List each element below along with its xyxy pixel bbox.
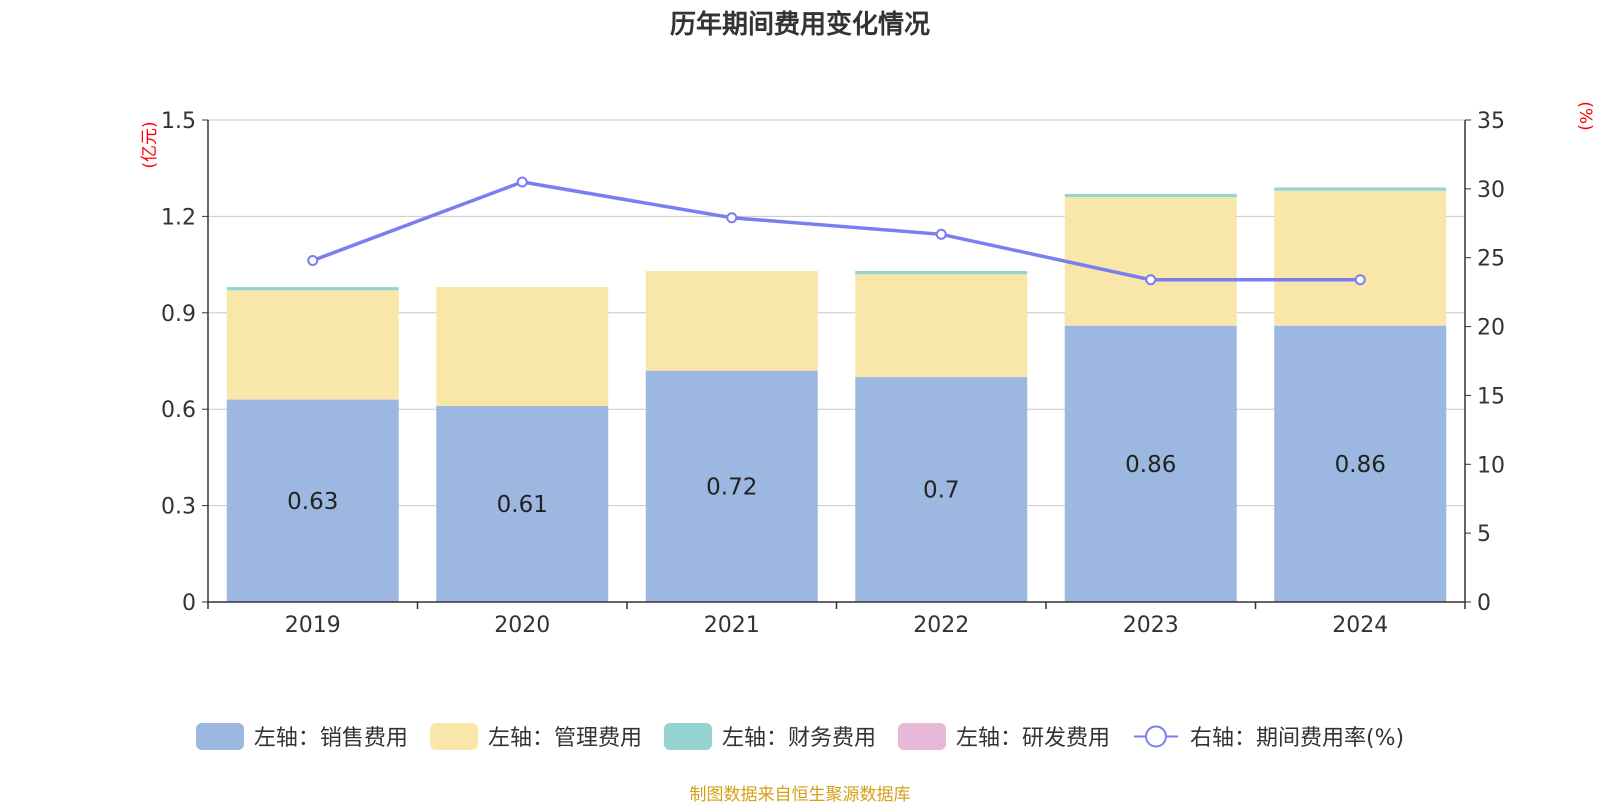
right-axis-tick-label: 15 <box>1477 384 1505 409</box>
bar-segment <box>1064 197 1237 326</box>
x-axis-tick-label: 2020 <box>494 613 550 638</box>
expense-rate-point <box>1354 274 1366 286</box>
legend-label-expense-rate: 右轴：期间费用率(%) <box>1189 726 1405 751</box>
expense-rate-line <box>312 180 1361 282</box>
chart-legend: 左轴：销售费用 左轴：管理费用 左轴：财务费用 左轴：研发费用 右轴：期间费用率… <box>0 720 1600 752</box>
bar-segment <box>855 271 1028 275</box>
legend-label-admin: 左轴：管理费用 <box>487 726 642 751</box>
bar-segment <box>855 274 1028 378</box>
legend-item-admin[interactable]: 左轴：管理费用 <box>429 720 642 752</box>
legend-swatch-rd <box>897 722 946 750</box>
expense-rate-point <box>1145 274 1157 286</box>
right-axis-tick-label: 5 <box>1477 522 1491 547</box>
expense-rate-point <box>935 228 947 240</box>
expense-rate-point <box>307 254 319 266</box>
right-axis-tick-label: 30 <box>1477 178 1505 203</box>
bar-data-label: 0.72 <box>706 474 757 500</box>
legend-swatch-admin <box>429 722 478 750</box>
bar-segment <box>226 290 399 400</box>
legend-swatch-finance <box>663 722 712 750</box>
right-axis-tick-label: 0 <box>1477 591 1491 616</box>
x-axis-tick-label: 2023 <box>1123 613 1179 638</box>
bar-segment <box>436 287 609 406</box>
bar-data-label: 0.7 <box>923 478 960 504</box>
left-axis-unit-label: (亿元) <box>140 121 160 168</box>
left-axis-tick-label: 1.5 <box>161 109 196 134</box>
bar-data-label: 0.86 <box>1335 452 1386 478</box>
bar-data-label: 0.63 <box>287 489 338 515</box>
bar-segment <box>1064 325 1237 602</box>
right-axis-tick-label: 25 <box>1477 247 1505 272</box>
bar-data-label: 0.86 <box>1125 452 1176 478</box>
expense-rate-point <box>516 176 528 188</box>
bar-segment <box>1274 190 1447 326</box>
left-axis-tick-label: 0.9 <box>161 302 196 327</box>
bar-segment <box>226 287 399 291</box>
x-axis-tick-label: 2024 <box>1332 613 1388 638</box>
bar-segment <box>645 271 818 371</box>
data-source-note: 制图数据来自恒生聚源数据库 <box>689 785 911 805</box>
legend-swatch-sales <box>195 722 244 750</box>
left-axis-tick-label: 0.3 <box>161 495 196 520</box>
chart-title: 历年期间费用变化情况 <box>669 10 930 40</box>
left-axis-tick-label: 1.2 <box>161 205 196 230</box>
legend-line-marker-icon <box>1133 725 1178 747</box>
bar-segment <box>855 377 1028 602</box>
right-axis-unit-label: (%) <box>1575 101 1595 130</box>
bar-segment <box>226 399 399 602</box>
bar-segment <box>1274 187 1447 191</box>
right-axis-tick-label: 10 <box>1477 453 1505 478</box>
bar-segment <box>436 405 609 602</box>
bar-segment <box>1064 193 1237 198</box>
legend-item-finance[interactable]: 左轴：财务费用 <box>663 720 876 752</box>
legend-label-sales: 左轴：销售费用 <box>253 726 408 751</box>
right-axis-tick-label: 35 <box>1477 109 1505 134</box>
x-axis-tick-label: 2019 <box>285 613 341 638</box>
x-axis-tick-label: 2021 <box>704 613 760 638</box>
bar-segment <box>645 370 818 602</box>
bar-data-label: 0.61 <box>497 492 548 518</box>
expense-rate-point <box>726 212 738 224</box>
right-axis-tick-label: 20 <box>1477 316 1505 341</box>
left-axis-tick-label: 0.6 <box>161 398 196 423</box>
left-axis-tick-label: 0 <box>182 591 196 616</box>
legend-item-sales[interactable]: 左轴：销售费用 <box>195 720 408 752</box>
legend-label-rd: 左轴：研发费用 <box>955 726 1110 751</box>
bar-segment <box>1274 325 1447 602</box>
x-axis-tick-label: 2022 <box>913 613 969 638</box>
legend-item-rd[interactable]: 左轴：研发费用 <box>897 720 1110 752</box>
legend-item-expense-rate[interactable]: 右轴：期间费用率(%) <box>1132 720 1404 752</box>
legend-label-finance: 左轴：财务费用 <box>721 726 876 751</box>
